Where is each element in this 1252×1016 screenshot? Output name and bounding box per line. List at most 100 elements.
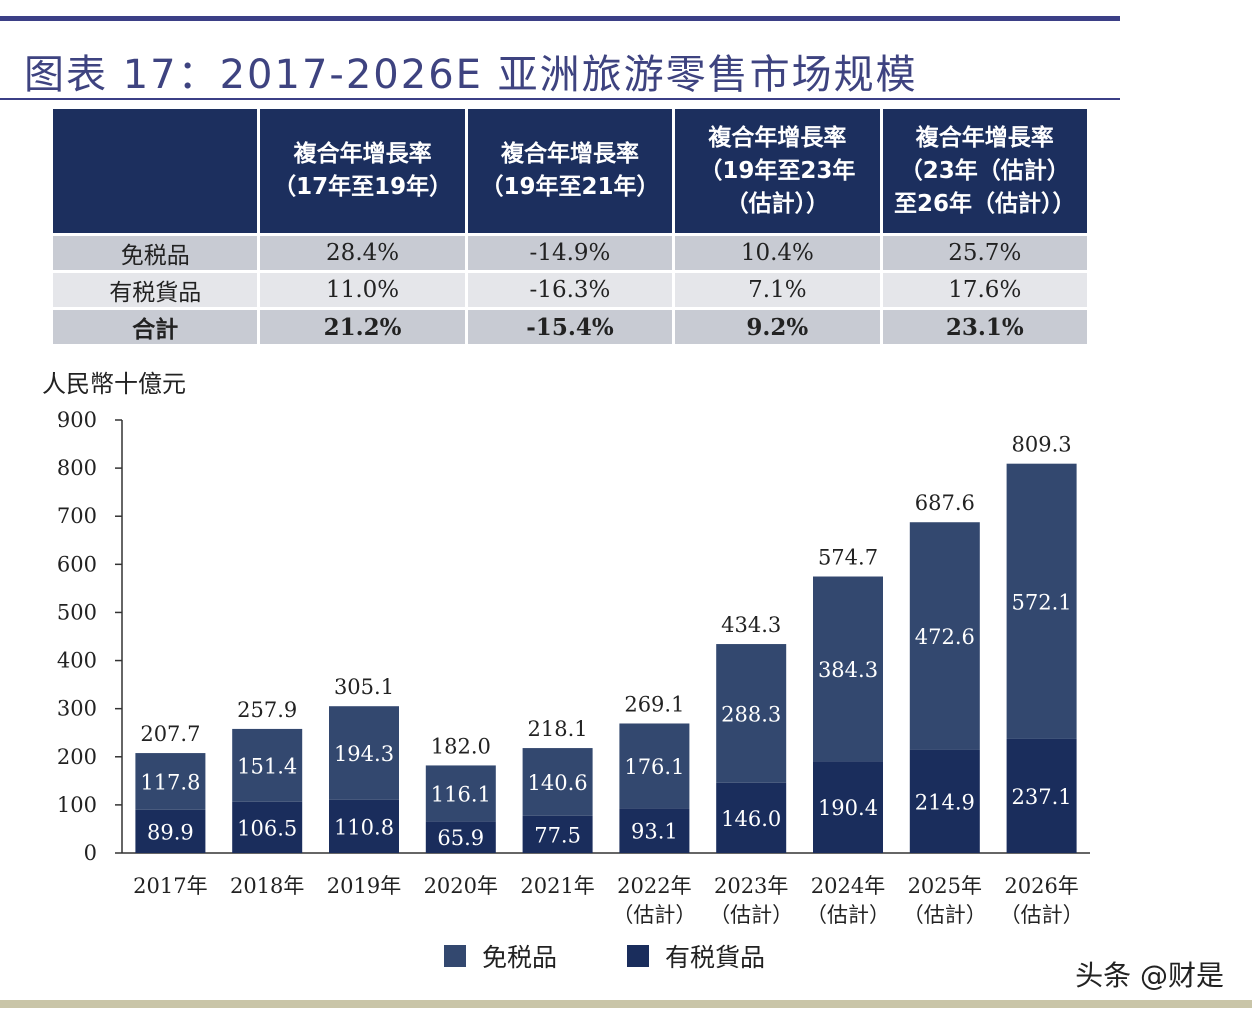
x-tick-label: （估計） [1000, 903, 1084, 927]
bar-segment-duty-free [813, 576, 883, 762]
y-tick-label: 500 [57, 600, 97, 624]
y-tick-label: 200 [57, 745, 97, 769]
bar-value-label: 472.6 [915, 625, 975, 649]
top-rule [0, 16, 1120, 21]
x-tick-label: 2019年 [327, 874, 401, 898]
bar-segment-duty-free [716, 644, 787, 783]
y-tick-label: 100 [57, 793, 97, 817]
x-tick-label: 2022年 [617, 874, 691, 898]
bar-segment-duty-free [425, 765, 496, 822]
x-tick-label: 2025年 [908, 874, 982, 898]
table-row-label: 免税品 [53, 236, 258, 270]
bar-segment-duty-free [619, 723, 690, 809]
table-header-cell: 複合年增長率 （23年（估計） 至26年（估計）） [882, 109, 1087, 233]
x-tick-label: （估計） [903, 903, 987, 927]
bar-total-label: 207.7 [140, 722, 200, 746]
bar-value-label: 214.9 [915, 790, 975, 814]
bar-segment-taxed [329, 799, 399, 853]
y-tick-label: 300 [57, 697, 97, 721]
table-header-cell: 複合年增長率 （19年至21年） [467, 109, 673, 233]
x-tick-label: 2026年 [1004, 874, 1078, 898]
title-underline [0, 98, 1120, 100]
table-cell: 7.1% [675, 273, 880, 307]
table-header-row: 複合年增長率 （17年至19年） 複合年增長率 （19年至21年） 複合年增長率 （1… [53, 109, 1087, 233]
footer-bar [0, 1000, 1252, 1008]
bar-value-label: 93.1 [631, 820, 678, 844]
bar-segment-taxed [813, 761, 883, 853]
cagr-table: 複合年增長率 （17年至19年） 複合年增長率 （19年至21年） 複合年增長率 （1… [50, 106, 1090, 347]
bar-value-label: 146.0 [721, 807, 781, 831]
bar-total-label: 257.9 [237, 698, 297, 722]
bar-segment-duty-free [909, 522, 980, 750]
bar-value-label: 288.3 [721, 702, 781, 726]
bar-total-label: 687.6 [915, 491, 975, 515]
bar-total-label: 269.1 [624, 692, 684, 716]
table-row: 免税品 28.4% -14.9% 10.4% 25.7% [53, 236, 1087, 270]
table-cell: -16.3% [467, 273, 673, 307]
bar-value-label: 117.8 [140, 770, 200, 794]
bar-total-label: 434.3 [721, 613, 781, 637]
legend-label: 有税貨品 [665, 943, 766, 972]
legend-swatch-icon [444, 945, 466, 967]
legend-label: 免税品 [482, 943, 558, 972]
y-tick-label: 0 [84, 841, 97, 865]
x-tick-label: （估計） [806, 903, 890, 927]
chart-legend: 免税品 有税貨品 [444, 938, 765, 974]
bar-value-label: 89.9 [147, 820, 194, 844]
bar-total-label: 218.1 [528, 717, 588, 741]
table-cell: -15.4% [467, 310, 673, 344]
bar-value-label: 116.1 [431, 782, 491, 806]
table-row-label: 有税貨品 [53, 273, 258, 307]
table-cell: 28.4% [260, 236, 465, 270]
bar-value-label: 77.5 [534, 823, 581, 847]
bar-value-label: 110.8 [334, 815, 394, 839]
table-header-blank [53, 109, 258, 233]
watermark: 头条 @财是 [1075, 959, 1224, 992]
bar-segment-duty-free [522, 748, 593, 816]
y-tick-label: 800 [57, 456, 97, 480]
bar-segment-taxed [232, 801, 303, 853]
x-tick-label: 2020年 [424, 874, 498, 898]
bar-value-label: 190.4 [818, 796, 878, 820]
legend-swatch-icon [627, 945, 650, 967]
bar-value-label: 194.3 [334, 742, 394, 766]
table-header-cell: 複合年增長率 （19年至23年 （估計）） [675, 109, 880, 233]
legend-item: 免税品 [444, 938, 557, 974]
bar-value-label: 384.3 [818, 658, 878, 682]
table-cell: -14.9% [467, 236, 673, 270]
bar-value-label: 140.6 [528, 771, 588, 795]
bar-segment-taxed [425, 821, 496, 853]
x-tick-label: （估計） [612, 903, 696, 927]
table-cell: 11.0% [260, 273, 465, 307]
x-tick-label: 2018年 [230, 874, 304, 898]
table-cell: 21.2% [260, 310, 465, 344]
x-tick-label: 2023年 [714, 874, 788, 898]
bar-value-label: 572.1 [1012, 590, 1072, 614]
bar-segment-taxed [1006, 738, 1077, 853]
figure-title: 图表 17：2017-2026E 亚洲旅游零售市场规模 [24, 52, 918, 98]
bar-segment-taxed [522, 815, 593, 853]
table-header-cell: 複合年增長率 （17年至19年） [260, 109, 465, 233]
legend-item: 有税貨品 [627, 938, 765, 974]
y-tick-label: 700 [57, 504, 97, 528]
table-cell: 10.4% [675, 236, 880, 270]
bar-total-label: 809.3 [1012, 433, 1072, 457]
bar-value-label: 65.9 [437, 826, 484, 850]
table-row-total: 合計 21.2% -15.4% 9.2% 23.1% [53, 310, 1087, 344]
bar-segment-taxed [716, 782, 787, 853]
table-cell: 23.1% [882, 310, 1087, 344]
table-row-label: 合計 [53, 310, 258, 344]
bar-total-label: 305.1 [334, 675, 394, 699]
table-cell: 17.6% [882, 273, 1087, 307]
bar-value-label: 176.1 [624, 755, 684, 779]
bar-segment-taxed [619, 808, 690, 853]
y-axis-unit-label: 人民幣十億元 [42, 370, 186, 398]
y-tick-label: 900 [57, 408, 97, 432]
x-tick-label: 2021年 [520, 874, 594, 898]
x-tick-label: 2024年 [811, 874, 885, 898]
bar-segment-taxed [135, 809, 206, 853]
x-tick-label: 2017年 [133, 874, 207, 898]
bar-total-label: 182.0 [431, 734, 491, 758]
bar-segment-duty-free [329, 706, 399, 800]
